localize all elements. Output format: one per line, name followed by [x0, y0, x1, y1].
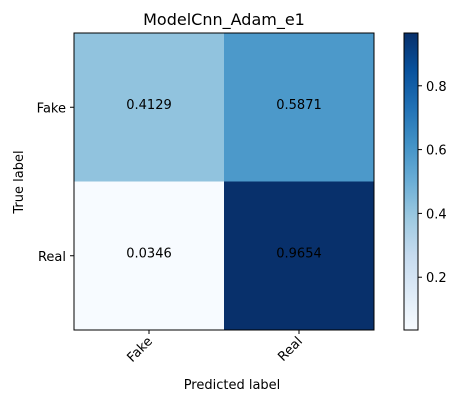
y-tick-label: Real: [38, 250, 66, 265]
cell-value-label: 0.5871: [276, 98, 322, 113]
x-tick-label: Fake: [124, 334, 155, 365]
cell-value-label: 0.9654: [276, 246, 322, 261]
y-tick-label: Fake: [37, 101, 66, 116]
y-axis-label: True label: [12, 150, 27, 214]
heatmap-cell: [224, 181, 374, 330]
x-axis-label: Predicted label: [184, 378, 281, 393]
heatmap-cell-labels: 0.4129 0.5871 0.0346 0.9654: [126, 98, 322, 262]
heatmap-cells: [74, 33, 374, 330]
cell-value-label: 0.0346: [126, 246, 172, 261]
heatmap-cell: [224, 33, 374, 182]
colorbar: [403, 32, 419, 331]
colorbar-tick-label: 0.4: [426, 207, 447, 222]
chart-title: ModelCnn_Adam_e1: [143, 10, 305, 30]
cell-value-label: 0.4129: [126, 98, 172, 113]
x-tick-label: Real: [275, 334, 305, 364]
colorbar-tick-label: 0.6: [426, 144, 447, 159]
heatmap-cell: [74, 33, 224, 182]
heatmap-cell: [74, 181, 224, 330]
x-axis-ticks: Fake Real: [124, 330, 306, 366]
plot-frame: [73, 32, 375, 331]
colorbar-ticks: 0.2 0.4 0.6 0.8: [418, 80, 447, 286]
colorbar-tick-label: 0.2: [426, 271, 447, 286]
y-axis-ticks: Fake Real: [37, 101, 74, 265]
colorbar-tick-label: 0.8: [426, 80, 447, 95]
